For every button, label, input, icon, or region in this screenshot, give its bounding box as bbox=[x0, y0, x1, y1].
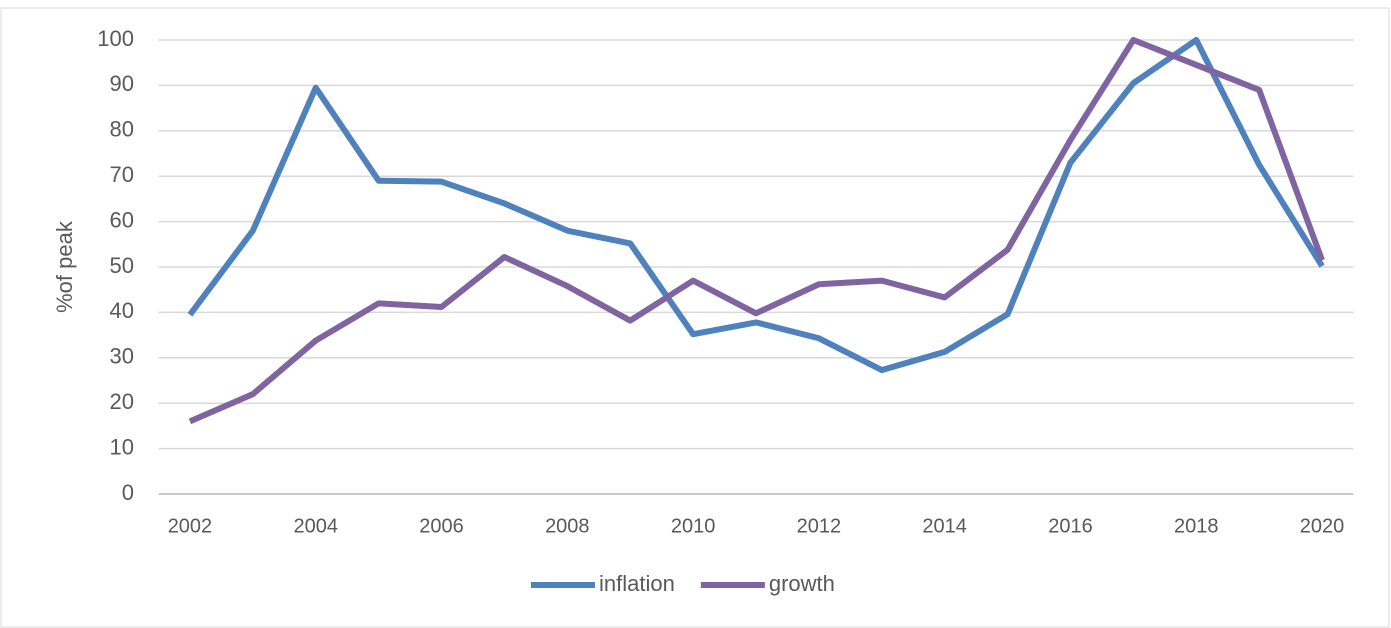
x-tick-label: 2012 bbox=[797, 515, 842, 537]
y-tick-label: 100 bbox=[97, 26, 134, 51]
y-tick-label: 30 bbox=[110, 344, 134, 369]
y-tick-label: 80 bbox=[110, 117, 134, 142]
legend-label: inflation bbox=[599, 571, 675, 596]
x-tick-label: 2014 bbox=[922, 515, 967, 537]
series-line bbox=[188, 37, 1325, 425]
x-tick-label: 2016 bbox=[1048, 515, 1093, 537]
x-tick-label: 2008 bbox=[545, 515, 590, 537]
x-tick-label: 2004 bbox=[293, 515, 338, 537]
y-tick-label: 0 bbox=[122, 480, 134, 505]
y-tick-label: 50 bbox=[110, 253, 134, 278]
x-tick-label: 2010 bbox=[671, 515, 716, 537]
x-tick-label: 2006 bbox=[419, 515, 464, 537]
y-tick-label: 40 bbox=[110, 298, 134, 323]
y-tick-label: 20 bbox=[110, 389, 134, 414]
y-tick-label: 60 bbox=[110, 207, 134, 232]
y-tick-label: 10 bbox=[110, 434, 134, 459]
series-line bbox=[187, 37, 1325, 374]
x-tick-label: 2018 bbox=[1174, 515, 1219, 537]
legend-label: growth bbox=[769, 571, 835, 596]
y-axis-label: %of peak bbox=[52, 220, 77, 313]
y-tick-label: 90 bbox=[110, 71, 134, 96]
y-tick-label: 70 bbox=[110, 162, 134, 187]
x-tick-label: 2020 bbox=[1300, 515, 1345, 537]
chart-border bbox=[0, 7, 1390, 628]
x-tick-label: 2002 bbox=[168, 515, 213, 537]
